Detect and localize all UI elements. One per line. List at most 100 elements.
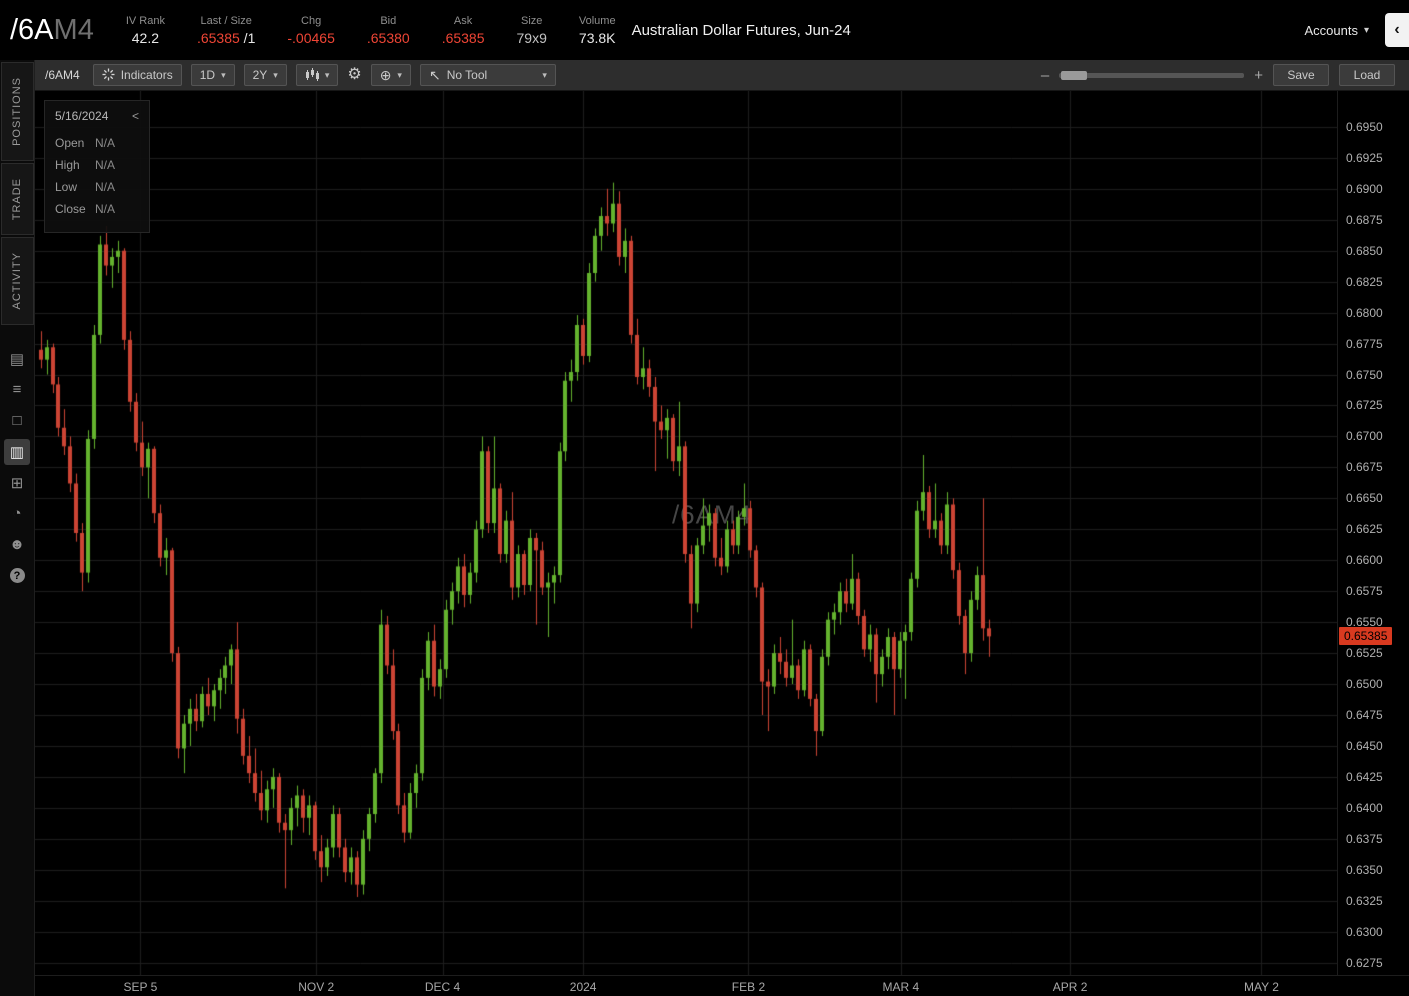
stat-value: -.00465 bbox=[287, 29, 335, 46]
ohlc-value: N/A bbox=[95, 202, 116, 216]
sidebar-tab-positions[interactable]: POSITIONS bbox=[0, 62, 34, 161]
stat-label: Last / Size bbox=[200, 14, 252, 27]
ohlc-label: Open bbox=[55, 136, 85, 150]
orders-icon[interactable]: □ bbox=[4, 408, 30, 434]
price-tick-label: 0.6575 bbox=[1346, 584, 1383, 599]
price-tick-label: 0.6625 bbox=[1346, 522, 1383, 537]
traders-icon[interactable]: ☻ bbox=[4, 532, 30, 558]
crosshair-dropdown[interactable]: ⊕ ▾ bbox=[370, 64, 411, 86]
price-tick-label: 0.6600 bbox=[1346, 553, 1383, 568]
timeframe-dropdown[interactable]: 1D ▾ bbox=[190, 64, 235, 86]
indicators-icon bbox=[102, 68, 115, 83]
price-tick-label: 0.6425 bbox=[1346, 769, 1383, 784]
gear-icon[interactable]: ⚙ bbox=[347, 66, 362, 83]
history-icon[interactable]: ◔ bbox=[4, 501, 30, 527]
zoom-slider[interactable] bbox=[1059, 70, 1245, 80]
crosshair-icon: ⊕ bbox=[379, 67, 392, 83]
drawing-tool-value: No Tool bbox=[446, 68, 488, 82]
help-icon-glyph: ? bbox=[9, 568, 25, 584]
chevron-down-icon: ▾ bbox=[324, 69, 330, 80]
price-tick-label: 0.6875 bbox=[1346, 212, 1383, 227]
accounts-label: Accounts bbox=[1304, 22, 1358, 38]
price-tick-label: 0.6925 bbox=[1346, 150, 1383, 165]
symbol-title: /6A M4 bbox=[10, 14, 94, 47]
grid-icon[interactable]: ⊞ bbox=[4, 470, 30, 496]
chevron-down-icon: ▾ bbox=[542, 69, 547, 80]
quote-board-icon[interactable]: ▤ bbox=[4, 346, 30, 372]
price-tick-label: 0.6825 bbox=[1346, 274, 1383, 289]
time-tick-label: MAR 4 bbox=[882, 980, 920, 994]
instrument-description: Australian Dollar Futures, Jun-24 bbox=[631, 21, 851, 39]
stat-label: Size bbox=[520, 14, 543, 27]
price-tick-label: 0.6900 bbox=[1346, 181, 1383, 196]
price-tick-label: 0.6950 bbox=[1346, 119, 1383, 134]
indicators-button[interactable]: Indicators bbox=[92, 64, 182, 86]
zoom-slider-handle[interactable] bbox=[1061, 70, 1088, 80]
load-button[interactable]: Load bbox=[1339, 64, 1395, 86]
header-stat-chg: Chg -.00465 bbox=[287, 15, 334, 46]
chart-icon-glyph: ▥ bbox=[9, 443, 25, 461]
price-tick-label: 0.6800 bbox=[1346, 305, 1383, 320]
quote-board-icon-glyph: ▤ bbox=[9, 350, 25, 368]
traders-icon-glyph: ☻ bbox=[9, 536, 25, 554]
zoom-in-button[interactable]: + bbox=[1254, 66, 1263, 84]
load-label: Load bbox=[1353, 68, 1381, 82]
time-axis[interactable]: SEP 5 NOV 2 DEC 4 2024 FEB 2 MAR 4 APR 2 MAY 2 bbox=[35, 975, 1409, 996]
stat-value: .65385 bbox=[441, 29, 485, 46]
price-tick-label: 0.6725 bbox=[1346, 398, 1383, 413]
top-header: /6A M4 IV Rank 42.2 Last / Size .65385 /1 Chg… bbox=[0, 0, 1409, 60]
symbol-root: /6A bbox=[10, 13, 54, 46]
chart-panel: /6AM4 Indicators 1D ▾ 2Y ▾ bbox=[35, 60, 1409, 996]
stat-value: 79x9 bbox=[516, 29, 547, 46]
stat-value: 42.2 bbox=[131, 29, 160, 46]
zoom-out-button[interactable]: – bbox=[1040, 66, 1050, 84]
header-stat-iv-rank: IV Rank 42.2 bbox=[126, 15, 165, 46]
price-tick-label: 0.6300 bbox=[1346, 924, 1383, 939]
stat-label: Volume bbox=[578, 14, 616, 27]
cursor-icon: ↖ bbox=[428, 67, 441, 83]
time-tick-label: DEC 4 bbox=[424, 980, 461, 994]
sidebar-tab-trade[interactable]: TRADE bbox=[0, 162, 34, 236]
price-tick-label: 0.6400 bbox=[1346, 800, 1383, 815]
ohlc-row-open: Open N/A bbox=[55, 136, 139, 150]
accounts-menu[interactable]: Accounts ▾ bbox=[1304, 23, 1369, 38]
collapse-panel-button[interactable]: ‹ bbox=[1385, 13, 1409, 47]
chevron-down-icon: ▾ bbox=[1363, 24, 1369, 36]
range-dropdown[interactable]: 2Y ▾ bbox=[243, 64, 287, 86]
range-value: 2Y bbox=[252, 68, 268, 82]
chevron-down-icon: ▾ bbox=[397, 69, 402, 80]
stat-value: .65385 /1 bbox=[196, 29, 256, 46]
candlestick-chart[interactable] bbox=[35, 91, 1337, 975]
price-tick-label: 0.6450 bbox=[1346, 738, 1383, 753]
sidebar-tab-activity[interactable]: ACTIVITY bbox=[0, 237, 34, 325]
save-button[interactable]: Save bbox=[1273, 64, 1329, 86]
watchlist-icon-glyph: ≡ bbox=[12, 381, 22, 399]
sidebar-tab-label: TRADE bbox=[11, 177, 23, 221]
chart-plot-area: /6AM4 5/16/2024 < Open N/A High N/A bbox=[35, 91, 1337, 975]
toolbar-symbol-label: /6AM4 bbox=[45, 68, 80, 82]
ohlc-label: Low bbox=[55, 180, 78, 194]
ohlc-value: N/A bbox=[95, 158, 116, 172]
stat-label: Bid bbox=[380, 14, 397, 27]
watchlist-icon[interactable]: ≡ bbox=[4, 377, 30, 403]
price-tick-label: 0.6275 bbox=[1346, 955, 1383, 970]
stat-value-suffix: /1 bbox=[239, 29, 256, 46]
price-tick-label: 0.6325 bbox=[1346, 893, 1383, 908]
help-icon[interactable]: ? bbox=[4, 563, 30, 589]
time-tick-label: APR 2 bbox=[1052, 980, 1088, 994]
price-axis[interactable]: 0.6950 0.6925 0.6900 0.6875 0.6850 0.6825 0.68… bbox=[1337, 91, 1409, 975]
header-stat-volume: Volume 73.8K bbox=[579, 15, 616, 46]
drawing-tool-dropdown[interactable]: ↖ No Tool ▾ bbox=[419, 64, 556, 86]
header-stat-size: Size 79x9 bbox=[517, 15, 547, 46]
price-tick-label: 0.6500 bbox=[1346, 677, 1383, 692]
chart-icon[interactable]: ▥ bbox=[4, 438, 30, 465]
main-area: POSITIONS TRADE ACTIVITY ▤ ≡ □ ▥ ⊞ ◔ ☻? /6AM4 In… bbox=[0, 60, 1409, 996]
collapse-ohlc-button[interactable]: < bbox=[131, 109, 139, 123]
ohlc-info-panel: 5/16/2024 < Open N/A High N/A Low N/A bbox=[44, 100, 150, 233]
save-label: Save bbox=[1287, 68, 1315, 82]
chart-type-dropdown[interactable]: ▾ bbox=[295, 64, 339, 86]
price-tick-label: 0.6675 bbox=[1346, 460, 1383, 475]
stat-label: IV Rank bbox=[125, 14, 165, 27]
ohlc-row-close: Close N/A bbox=[55, 202, 139, 216]
indicators-label: Indicators bbox=[120, 68, 173, 82]
